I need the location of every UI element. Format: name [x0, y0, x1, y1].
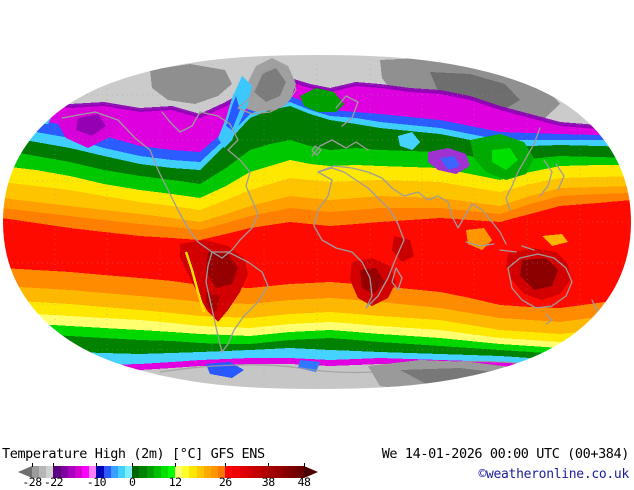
scale-segment [225, 466, 233, 478]
scale-tick [175, 463, 177, 467]
valid-datetime: We 14-01-2026 00:00 UTC (00+384) [381, 446, 630, 462]
scale-segment [32, 466, 40, 478]
scale-segment [232, 466, 240, 478]
scale-tick [53, 463, 55, 467]
scale-tick [304, 463, 305, 467]
scale-tick [132, 463, 134, 467]
scale-segment [253, 466, 261, 478]
scale-segment [261, 466, 269, 478]
scale-segment [289, 466, 297, 478]
scale-segment [96, 466, 104, 478]
legend-bar [32, 466, 304, 478]
scale-segment [82, 466, 90, 478]
scale-tick-label: 48 [297, 475, 311, 489]
scale-segment [125, 466, 133, 478]
scale-tick-label: 12 [168, 475, 182, 489]
scale-segment [103, 466, 111, 478]
scale-segment [246, 466, 254, 478]
scale-tick [225, 463, 227, 467]
map-graticule [2, 54, 632, 390]
scale-underflow-arrow [18, 466, 32, 478]
scale-tick [96, 463, 98, 467]
map-canvas [0, 52, 634, 392]
scale-segment [139, 466, 147, 478]
temperature-scale: -28 -22 -10 0 12 26 38 48 [18, 463, 318, 490]
scale-segment [132, 466, 140, 478]
scale-segment [67, 466, 75, 478]
scale-tick-label: 0 [128, 475, 136, 489]
scale-segment [239, 466, 247, 478]
scale-segment [53, 466, 61, 478]
legend-row [18, 466, 318, 478]
scale-tick-label: 38 [261, 475, 275, 489]
scale-segment [296, 466, 304, 478]
scale-segment [39, 466, 47, 478]
copyright: ©weatheronline.co.uk [478, 467, 629, 482]
scale-segment [146, 466, 154, 478]
scale-segment [46, 466, 54, 478]
scale-segment [282, 466, 290, 478]
scale-overflow-arrow [304, 466, 318, 478]
map-title: Temperature High (2m) [°C] GFS ENS [2, 446, 265, 462]
scale-segment [203, 466, 211, 478]
scale-segment [74, 466, 83, 478]
scale-tick [268, 463, 270, 467]
scale-segment [275, 466, 283, 478]
scale-tick-label: 26 [218, 475, 232, 489]
scale-segment [182, 466, 190, 478]
map-outline [0, 52, 634, 392]
map-coastlines [61, 63, 599, 374]
scale-tick-label: -10 [86, 475, 107, 489]
scale-segment [160, 466, 168, 478]
scale-segment [167, 466, 176, 478]
scale-segment [89, 466, 97, 478]
scale-segment [210, 466, 219, 478]
scale-segment [189, 466, 197, 478]
scale-segment [110, 466, 118, 478]
map-temperature-field [2, 54, 632, 390]
scale-segment [268, 466, 276, 478]
scale-segment [175, 466, 183, 478]
scale-tick-label: -28 [22, 475, 42, 489]
scale-segment [60, 466, 68, 478]
scale-tick [32, 463, 33, 467]
world-temperature-map [0, 52, 634, 392]
scale-segment [218, 466, 226, 478]
scale-segment [117, 466, 126, 478]
scale-segment [196, 466, 204, 478]
scale-tick-label: -22 [43, 475, 64, 489]
scale-segment [153, 466, 161, 478]
